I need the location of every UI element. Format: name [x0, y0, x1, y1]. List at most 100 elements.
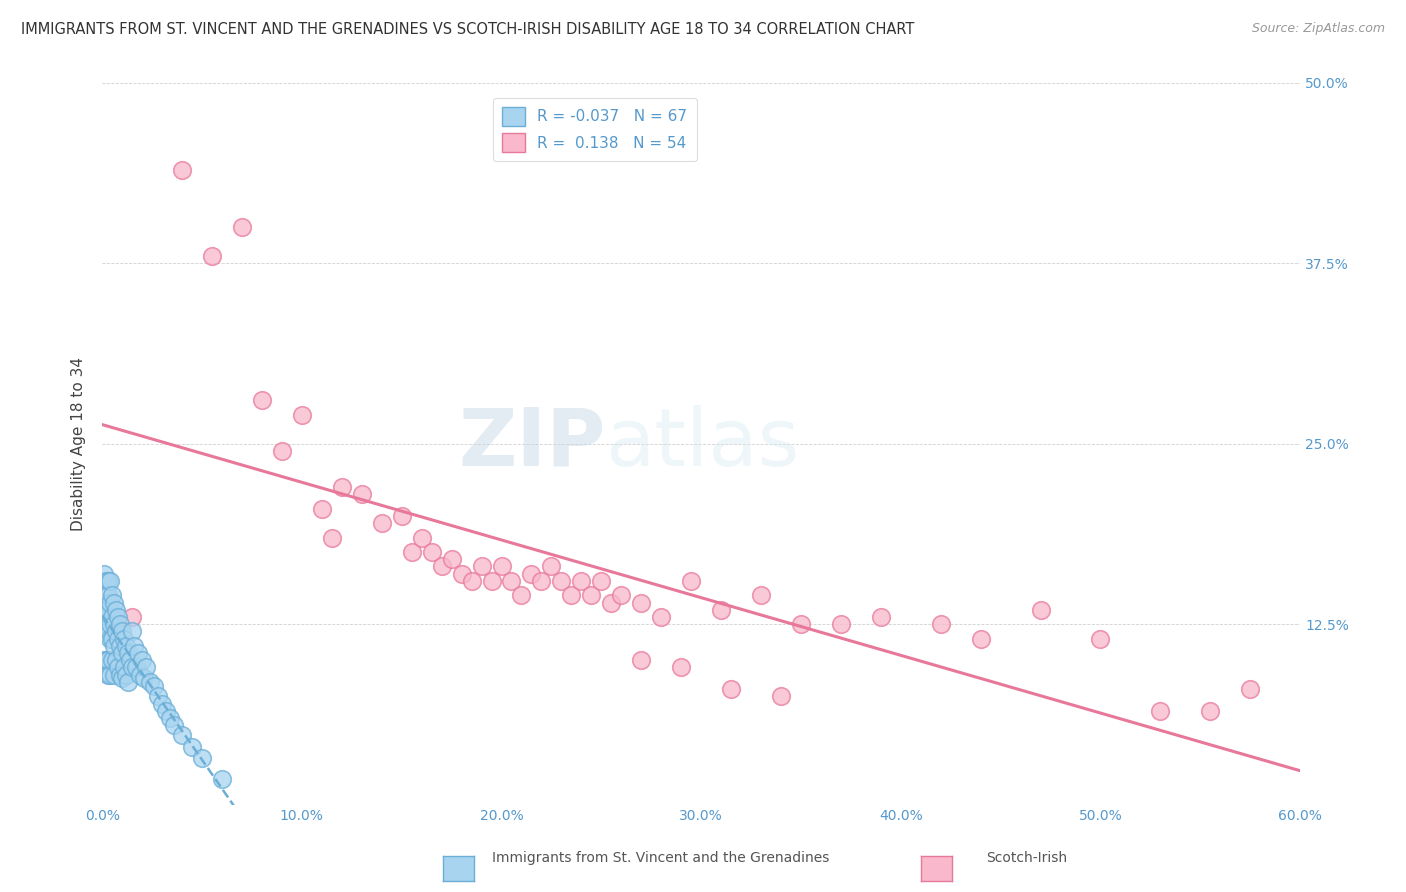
- Point: [101, 610, 124, 624]
- Point: [710, 603, 733, 617]
- Point: [231, 220, 253, 235]
- Point: [108, 667, 131, 681]
- Point: [108, 639, 131, 653]
- Point: [350, 487, 373, 501]
- Point: [96, 603, 118, 617]
- Point: [530, 574, 553, 588]
- Point: [98, 632, 121, 646]
- Point: [270, 444, 292, 458]
- Text: Immigrants from St. Vincent and the Grenadines: Immigrants from St. Vincent and the Gren…: [492, 851, 830, 865]
- Point: [830, 617, 852, 632]
- Point: [250, 393, 273, 408]
- Point: [103, 667, 125, 681]
- Point: [790, 617, 813, 632]
- Point: [93, 610, 115, 624]
- Point: [170, 728, 193, 742]
- Text: IMMIGRANTS FROM ST. VINCENT AND THE GRENADINES VS SCOTCH-IRISH DISABILITY AGE 18: IMMIGRANTS FROM ST. VINCENT AND THE GREN…: [21, 22, 914, 37]
- Point: [111, 624, 134, 639]
- Point: [460, 574, 482, 588]
- Point: [481, 574, 503, 588]
- Point: [1029, 603, 1052, 617]
- Point: [122, 639, 145, 653]
- Point: [201, 249, 224, 263]
- Point: [105, 603, 128, 617]
- Point: [97, 603, 120, 617]
- Point: [97, 588, 120, 602]
- Point: [370, 516, 392, 531]
- Legend: R = -0.037   N = 67, R =  0.138   N = 54: R = -0.037 N = 67, R = 0.138 N = 54: [494, 98, 696, 161]
- Point: [93, 566, 115, 581]
- Point: [115, 667, 138, 681]
- Point: [681, 574, 703, 588]
- Point: [131, 653, 153, 667]
- Point: [391, 508, 413, 523]
- Point: [115, 639, 138, 653]
- Point: [101, 632, 124, 646]
- Text: Scotch-Irish: Scotch-Irish: [986, 851, 1067, 865]
- Point: [191, 751, 214, 765]
- Point: [600, 596, 623, 610]
- Point: [560, 588, 582, 602]
- Point: [129, 667, 152, 681]
- Point: [97, 667, 120, 681]
- Point: [669, 660, 692, 674]
- Point: [211, 772, 233, 786]
- Point: [107, 660, 129, 674]
- Point: [93, 653, 115, 667]
- Point: [120, 653, 142, 667]
- Point: [103, 596, 125, 610]
- Point: [121, 660, 143, 674]
- Point: [520, 566, 543, 581]
- Point: [101, 653, 124, 667]
- Point: [111, 646, 134, 660]
- Point: [411, 531, 433, 545]
- Point: [170, 162, 193, 177]
- Point: [501, 574, 523, 588]
- Point: [117, 646, 139, 660]
- Point: [98, 667, 121, 681]
- Point: [291, 408, 314, 422]
- Point: [97, 653, 120, 667]
- Point: [96, 653, 118, 667]
- Point: [135, 660, 157, 674]
- Point: [610, 588, 633, 602]
- Point: [112, 660, 135, 674]
- Point: [103, 617, 125, 632]
- Point: [107, 610, 129, 624]
- Point: [769, 690, 792, 704]
- Point: [97, 574, 120, 588]
- Text: atlas: atlas: [606, 405, 800, 483]
- Point: [591, 574, 613, 588]
- Point: [401, 545, 423, 559]
- Point: [125, 660, 148, 674]
- Point: [581, 588, 603, 602]
- Point: [929, 617, 952, 632]
- Point: [127, 646, 149, 660]
- Point: [569, 574, 592, 588]
- Point: [155, 704, 177, 718]
- Point: [108, 617, 131, 632]
- Point: [720, 682, 742, 697]
- Point: [470, 559, 492, 574]
- Point: [150, 697, 173, 711]
- Point: [121, 624, 143, 639]
- Point: [134, 671, 156, 685]
- Point: [1090, 632, 1112, 646]
- Point: [550, 574, 572, 588]
- Point: [869, 610, 891, 624]
- Point: [630, 653, 652, 667]
- Point: [117, 674, 139, 689]
- Point: [163, 718, 186, 732]
- Point: [111, 671, 134, 685]
- Text: Source: ZipAtlas.com: Source: ZipAtlas.com: [1251, 22, 1385, 36]
- Point: [98, 596, 121, 610]
- Point: [121, 610, 143, 624]
- Point: [139, 674, 162, 689]
- Point: [98, 617, 121, 632]
- Point: [510, 588, 533, 602]
- Point: [440, 552, 463, 566]
- Point: [1199, 704, 1222, 718]
- Point: [105, 624, 128, 639]
- Point: [311, 501, 333, 516]
- Point: [430, 559, 453, 574]
